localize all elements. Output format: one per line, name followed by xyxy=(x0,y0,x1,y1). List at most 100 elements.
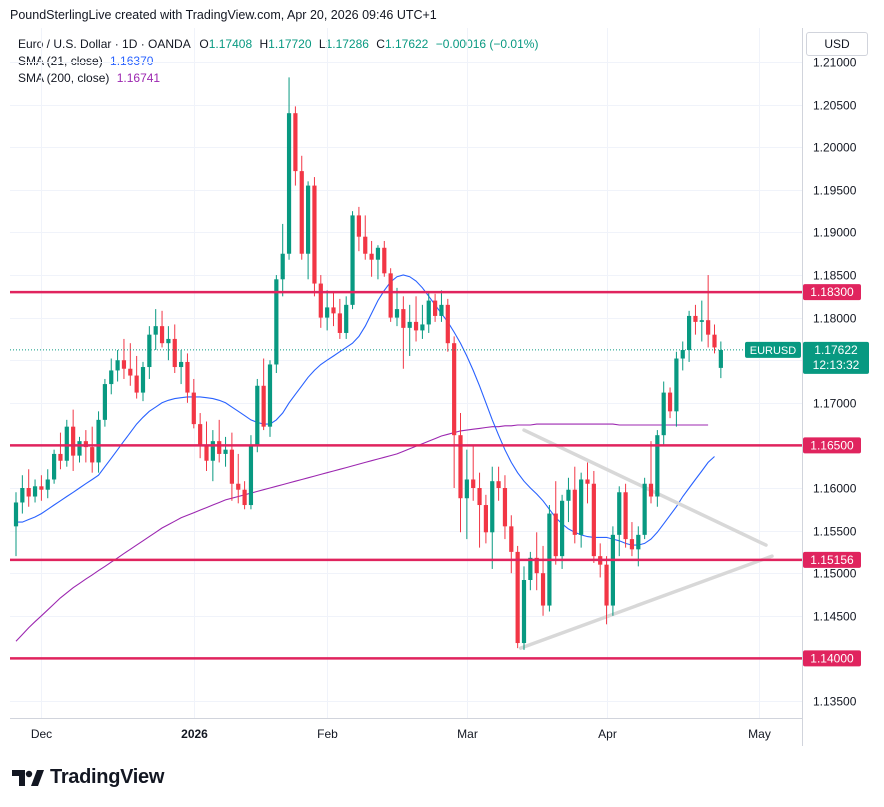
level-price-tag xyxy=(803,551,861,568)
candle-body xyxy=(394,309,400,318)
candle-body xyxy=(274,279,279,365)
level-price-tag xyxy=(803,284,861,301)
candle-body xyxy=(521,580,527,644)
y-tick-label: 1.20000 xyxy=(813,141,857,155)
x-tick-label: May xyxy=(748,727,771,741)
tradingview-wordmark: TradingView xyxy=(50,766,165,788)
candle-body xyxy=(261,385,266,427)
candle-body xyxy=(280,253,285,280)
candle-body xyxy=(490,481,495,533)
candle-body xyxy=(648,483,654,497)
candle-body xyxy=(13,502,19,527)
last-price-tag xyxy=(803,341,869,374)
close-value: 1.17622 xyxy=(384,37,429,51)
candle-body xyxy=(623,492,628,540)
candle-body xyxy=(382,247,387,274)
change-value: −0.00016 (−0.01%) xyxy=(435,37,539,51)
candle-body xyxy=(718,350,723,368)
candle-body xyxy=(128,368,133,376)
candle-body xyxy=(515,551,520,644)
sma200-value: 1.16741 xyxy=(116,71,161,85)
symbol-tag xyxy=(745,341,801,358)
tradingview-logo: TradingView xyxy=(12,766,164,789)
level-price-tag xyxy=(803,437,861,454)
candle-body xyxy=(306,185,311,254)
sma200-row: SMA (200, close) 1.16741 xyxy=(18,71,161,85)
sma21-row: SMA (21, close) 1.16370 xyxy=(18,54,154,68)
candle-body xyxy=(90,447,95,463)
y-tick-label: 1.17000 xyxy=(813,397,857,411)
sma200-line xyxy=(15,423,709,642)
candle-body xyxy=(191,392,196,425)
candle-body xyxy=(217,441,222,454)
candle-body xyxy=(401,309,406,328)
candle-body xyxy=(331,307,336,314)
candle-body xyxy=(687,315,692,350)
candle-body xyxy=(229,449,234,484)
candle-body xyxy=(540,573,546,606)
candle-body xyxy=(502,488,508,527)
symbol-name: Euro / U.S. Dollar · 1D · OANDA xyxy=(18,37,191,51)
candle-body xyxy=(293,113,298,172)
x-tick-label: Mar xyxy=(457,727,478,741)
candle-body xyxy=(96,419,101,463)
candle-body xyxy=(534,557,539,574)
candle-body xyxy=(255,385,260,446)
candle-body xyxy=(420,324,425,331)
y-tick-label: 1.20500 xyxy=(813,99,857,113)
ohlc-row: Euro / U.S. Dollar · 1D · OANDA O1.17408… xyxy=(18,37,539,51)
candle-body xyxy=(153,326,158,335)
candle-body xyxy=(267,364,273,427)
y-tick-label: 1.18000 xyxy=(813,312,857,326)
currency-selector[interactable]: USD xyxy=(806,32,868,56)
candle-body xyxy=(64,426,69,461)
candle-body xyxy=(369,253,374,260)
triangle-lower-line xyxy=(518,554,774,650)
candle-body xyxy=(483,505,488,533)
candle-body xyxy=(572,489,577,535)
candle-body xyxy=(706,320,711,335)
candle-body xyxy=(356,215,361,237)
candle-body xyxy=(591,483,596,557)
candle-body xyxy=(439,304,444,316)
level-price-label: 1.14000 xyxy=(810,651,854,665)
sma21-value: 1.16370 xyxy=(110,54,154,68)
candle-body xyxy=(509,526,514,552)
candle-body xyxy=(242,489,247,506)
candle-body xyxy=(58,453,63,461)
candle-body xyxy=(375,247,381,260)
tradingview-icon xyxy=(12,769,44,786)
candle-body xyxy=(363,236,368,254)
candle-body xyxy=(198,424,203,446)
candle-body xyxy=(20,488,25,503)
candle-body xyxy=(140,367,146,393)
x-tick-label: Dec xyxy=(31,727,52,741)
candle-body xyxy=(312,185,317,284)
candle-body xyxy=(426,300,431,325)
candle-body xyxy=(236,483,241,490)
level-price-label: 1.16500 xyxy=(810,438,854,452)
candle-body xyxy=(712,334,717,348)
candle-body xyxy=(39,486,44,490)
candle-body xyxy=(204,445,209,461)
y-tick-label: 1.15500 xyxy=(813,525,857,539)
candle-body xyxy=(667,392,673,412)
candle-body xyxy=(26,488,31,497)
y-tick-label: 1.13500 xyxy=(813,695,857,709)
open-value: 1.17408 xyxy=(208,37,253,51)
candle-body xyxy=(299,171,304,254)
candle-body xyxy=(109,370,114,385)
candle-body xyxy=(325,307,330,318)
candle-body xyxy=(179,361,184,368)
low-value: 1.17286 xyxy=(325,37,369,51)
y-tick-label: 1.18500 xyxy=(813,269,857,283)
candle-body xyxy=(674,358,679,412)
candle-body xyxy=(45,479,50,490)
candle-body xyxy=(388,273,393,318)
candle-body xyxy=(52,453,57,480)
candle-body xyxy=(147,334,152,368)
candle-body xyxy=(407,321,412,328)
candle-body xyxy=(185,361,190,393)
y-tick-label: 1.19500 xyxy=(813,184,857,198)
